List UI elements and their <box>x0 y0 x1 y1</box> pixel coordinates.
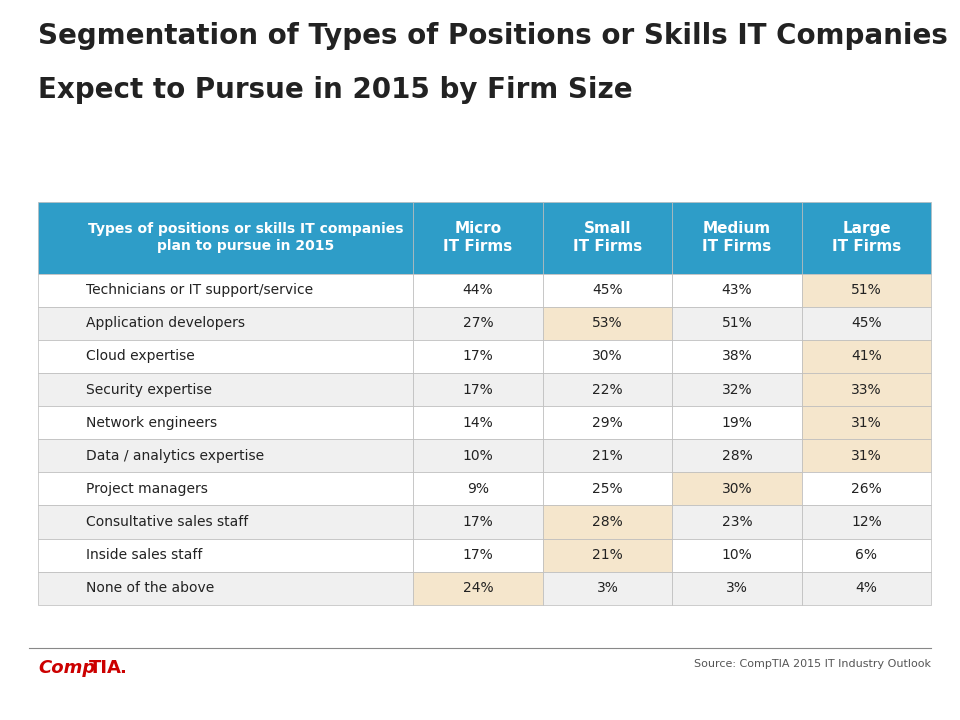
Text: 28%: 28% <box>592 515 623 529</box>
Text: Technicians or IT support/service: Technicians or IT support/service <box>86 283 314 297</box>
Text: Segmentation of Types of Positions or Skills IT Companies: Segmentation of Types of Positions or Sk… <box>38 22 948 50</box>
Text: .: . <box>119 659 126 677</box>
Text: 10%: 10% <box>722 548 753 562</box>
Text: 53%: 53% <box>592 316 623 330</box>
Text: 10%: 10% <box>463 449 493 463</box>
Text: 21%: 21% <box>592 548 623 562</box>
Text: Consultative sales staff: Consultative sales staff <box>86 515 249 529</box>
Text: TIA: TIA <box>89 659 122 677</box>
Text: 14%: 14% <box>463 415 493 430</box>
Text: 30%: 30% <box>722 482 753 496</box>
Text: 22%: 22% <box>592 382 623 397</box>
Text: 45%: 45% <box>592 283 623 297</box>
Text: Cloud expertise: Cloud expertise <box>86 349 195 364</box>
Text: Application developers: Application developers <box>86 316 246 330</box>
Text: Comp: Comp <box>38 659 96 677</box>
Text: 19%: 19% <box>722 415 753 430</box>
Text: 51%: 51% <box>852 283 882 297</box>
Text: Security expertise: Security expertise <box>86 382 212 397</box>
Text: 12%: 12% <box>852 515 882 529</box>
Text: 29%: 29% <box>592 415 623 430</box>
Text: 27%: 27% <box>463 316 493 330</box>
Text: Types of positions or skills IT companies
plan to pursue in 2015: Types of positions or skills IT companie… <box>88 222 404 253</box>
Text: Inside sales staff: Inside sales staff <box>86 548 203 562</box>
Text: 30%: 30% <box>592 349 623 364</box>
Text: Project managers: Project managers <box>86 482 208 496</box>
Text: 24%: 24% <box>463 581 493 595</box>
Text: 28%: 28% <box>722 449 753 463</box>
Text: Network engineers: Network engineers <box>86 415 218 430</box>
Text: 45%: 45% <box>852 316 882 330</box>
Text: 44%: 44% <box>463 283 493 297</box>
Text: 41%: 41% <box>852 349 882 364</box>
Text: Medium
IT Firms: Medium IT Firms <box>703 222 772 253</box>
Text: 26%: 26% <box>852 482 882 496</box>
Text: 51%: 51% <box>722 316 753 330</box>
Text: Source: CompTIA 2015 IT Industry Outlook: Source: CompTIA 2015 IT Industry Outlook <box>694 659 931 669</box>
Text: 3%: 3% <box>726 581 748 595</box>
Text: 6%: 6% <box>855 548 877 562</box>
Text: 17%: 17% <box>463 382 493 397</box>
Text: Large
IT Firms: Large IT Firms <box>832 222 901 253</box>
Text: 31%: 31% <box>852 449 882 463</box>
Text: 43%: 43% <box>722 283 753 297</box>
Text: 21%: 21% <box>592 449 623 463</box>
Text: 33%: 33% <box>852 382 882 397</box>
Text: None of the above: None of the above <box>86 581 215 595</box>
Text: Small
IT Firms: Small IT Firms <box>573 222 642 253</box>
Text: 4%: 4% <box>855 581 877 595</box>
Text: 25%: 25% <box>592 482 623 496</box>
Text: 38%: 38% <box>722 349 753 364</box>
Text: 9%: 9% <box>468 482 489 496</box>
Text: 3%: 3% <box>596 581 618 595</box>
Text: 17%: 17% <box>463 515 493 529</box>
Text: Micro
IT Firms: Micro IT Firms <box>444 222 513 253</box>
Text: Expect to Pursue in 2015 by Firm Size: Expect to Pursue in 2015 by Firm Size <box>38 76 633 104</box>
Text: 17%: 17% <box>463 349 493 364</box>
Text: 31%: 31% <box>852 415 882 430</box>
Text: 32%: 32% <box>722 382 753 397</box>
Text: 17%: 17% <box>463 548 493 562</box>
Text: Data / analytics expertise: Data / analytics expertise <box>86 449 265 463</box>
Text: 23%: 23% <box>722 515 753 529</box>
